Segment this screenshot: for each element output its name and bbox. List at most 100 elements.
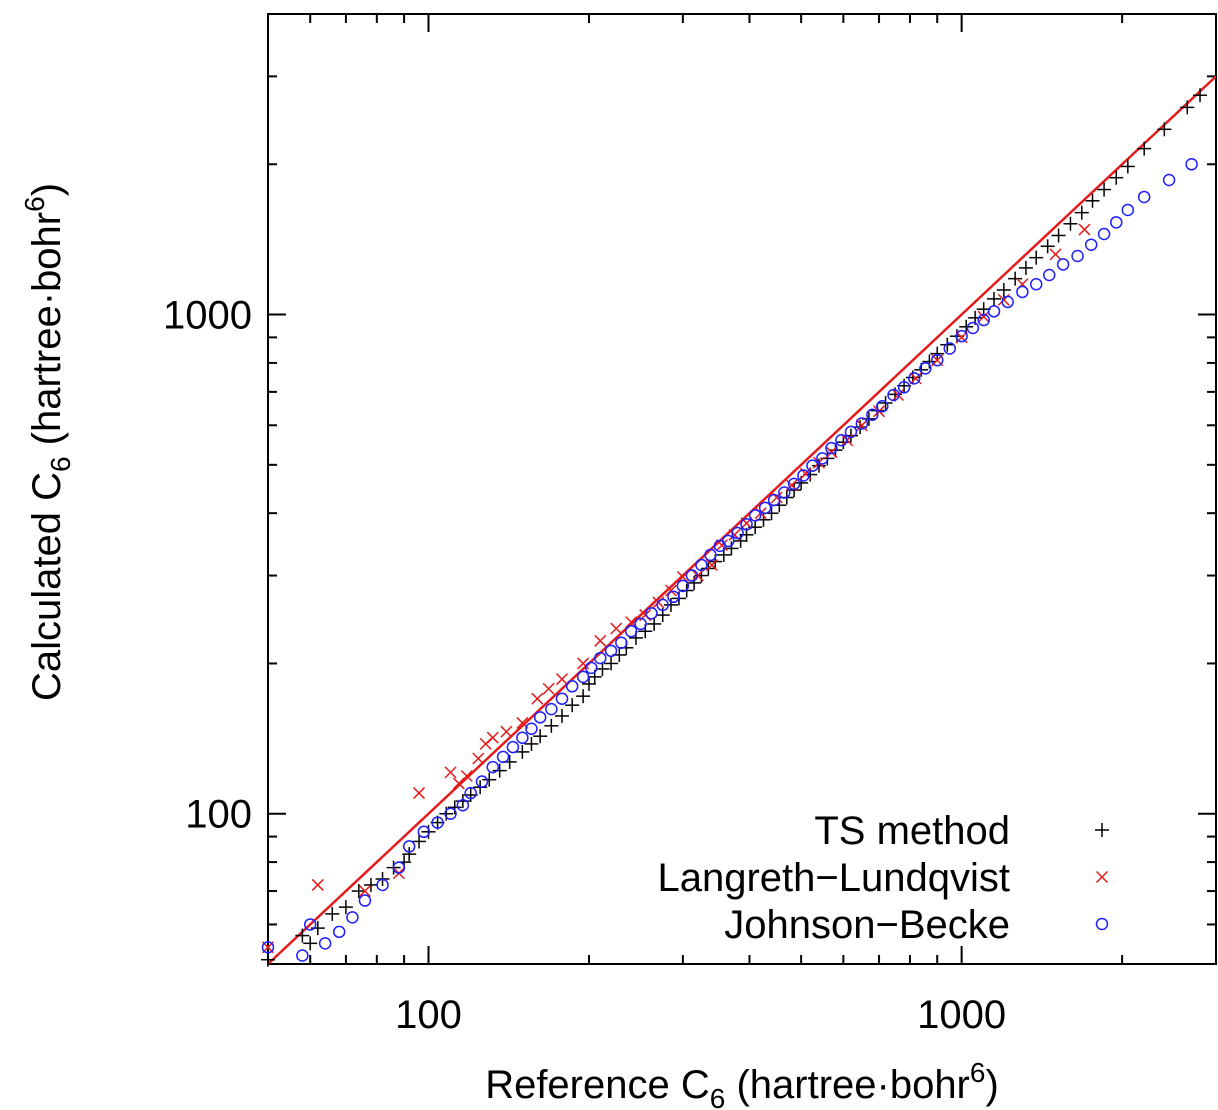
data-point bbox=[412, 834, 427, 849]
data-point bbox=[825, 441, 838, 455]
data-point bbox=[955, 329, 968, 343]
data-point bbox=[1137, 190, 1151, 204]
data-point bbox=[475, 775, 489, 788]
data-point bbox=[421, 824, 436, 839]
data-point bbox=[1016, 285, 1029, 299]
data-point bbox=[878, 395, 893, 410]
data-point bbox=[715, 539, 728, 552]
data-point bbox=[413, 787, 426, 800]
data-point bbox=[844, 425, 858, 439]
data-point bbox=[1121, 203, 1135, 217]
x-tick-labels: 100 1000 bbox=[395, 993, 1006, 1037]
data-point bbox=[351, 884, 366, 899]
data-point bbox=[533, 711, 547, 724]
data-point bbox=[977, 313, 990, 327]
data-point bbox=[1071, 249, 1084, 263]
data-point bbox=[656, 598, 669, 612]
data-point bbox=[919, 362, 932, 375]
data-point bbox=[1056, 258, 1070, 271]
data-point bbox=[855, 419, 868, 432]
data-point bbox=[1120, 159, 1135, 174]
data-point bbox=[444, 807, 457, 820]
y-tick-label: 1000 bbox=[163, 294, 252, 338]
data-point bbox=[515, 744, 530, 759]
data-point bbox=[887, 388, 900, 402]
data-point bbox=[545, 702, 558, 716]
data-point bbox=[1029, 277, 1043, 291]
data-point bbox=[576, 670, 590, 684]
data-point bbox=[959, 319, 974, 334]
data-point bbox=[533, 729, 548, 744]
data-point bbox=[778, 486, 791, 499]
data-point bbox=[303, 936, 318, 951]
legend-label: TS method bbox=[814, 809, 1010, 853]
data-point bbox=[531, 692, 544, 705]
data-point bbox=[261, 952, 275, 967]
data-point bbox=[909, 372, 922, 385]
data-point bbox=[486, 731, 499, 744]
data-point bbox=[524, 736, 539, 751]
data-point bbox=[516, 731, 529, 744]
data-point bbox=[1001, 295, 1014, 309]
minor-ticks bbox=[268, 14, 1216, 964]
data-point bbox=[311, 878, 324, 891]
data-point bbox=[949, 329, 964, 344]
data-point bbox=[604, 656, 619, 671]
y-axis-title: Calculated C6 (hartree·bohr6) bbox=[19, 183, 76, 701]
data-point bbox=[758, 501, 772, 515]
data-point bbox=[358, 885, 371, 898]
legend-marker bbox=[1095, 870, 1109, 884]
data-point bbox=[966, 321, 980, 335]
data-point bbox=[1109, 170, 1124, 185]
x-tick-label: 1000 bbox=[917, 993, 1006, 1037]
data-point bbox=[500, 725, 513, 738]
data-point bbox=[392, 861, 406, 874]
data-point bbox=[767, 493, 781, 507]
data-point bbox=[1063, 216, 1078, 231]
data-point bbox=[722, 534, 735, 548]
data-point bbox=[996, 282, 1011, 297]
data-point bbox=[704, 548, 717, 562]
data-point bbox=[346, 911, 359, 924]
data-point bbox=[338, 900, 353, 915]
data-point bbox=[1074, 205, 1089, 220]
data-point bbox=[1043, 268, 1056, 282]
data-point bbox=[444, 766, 457, 779]
data-point bbox=[376, 878, 389, 892]
data-point bbox=[555, 692, 569, 705]
data-point bbox=[594, 634, 607, 647]
data-point bbox=[1137, 141, 1152, 156]
data-point bbox=[733, 533, 748, 548]
data-point bbox=[447, 800, 462, 815]
data-point bbox=[667, 590, 680, 604]
data-point bbox=[835, 433, 848, 447]
data-point bbox=[303, 918, 317, 931]
data-point bbox=[1008, 271, 1023, 286]
data-point bbox=[1018, 260, 1033, 275]
data-point bbox=[581, 676, 596, 691]
data-point bbox=[624, 625, 638, 638]
data-point bbox=[1180, 100, 1195, 115]
series-johnson-becke bbox=[261, 158, 1198, 962]
data-point bbox=[402, 840, 416, 853]
data-point bbox=[325, 906, 340, 921]
data-point bbox=[695, 558, 708, 572]
data-point bbox=[358, 894, 372, 907]
data-point bbox=[576, 689, 591, 704]
data-point bbox=[310, 921, 325, 936]
data-point bbox=[1040, 239, 1055, 254]
data-point bbox=[363, 877, 378, 892]
data-point bbox=[687, 575, 702, 590]
data-point bbox=[318, 937, 332, 950]
data-point bbox=[748, 509, 762, 522]
data-point bbox=[1051, 228, 1066, 243]
legend-marker bbox=[1095, 823, 1109, 837]
data-point bbox=[943, 342, 957, 355]
data-point bbox=[892, 388, 905, 402]
data-point bbox=[565, 698, 580, 713]
plot-frame bbox=[267, 13, 1217, 965]
data-point bbox=[1084, 238, 1098, 251]
data-point bbox=[685, 569, 699, 582]
data-point bbox=[585, 661, 598, 675]
